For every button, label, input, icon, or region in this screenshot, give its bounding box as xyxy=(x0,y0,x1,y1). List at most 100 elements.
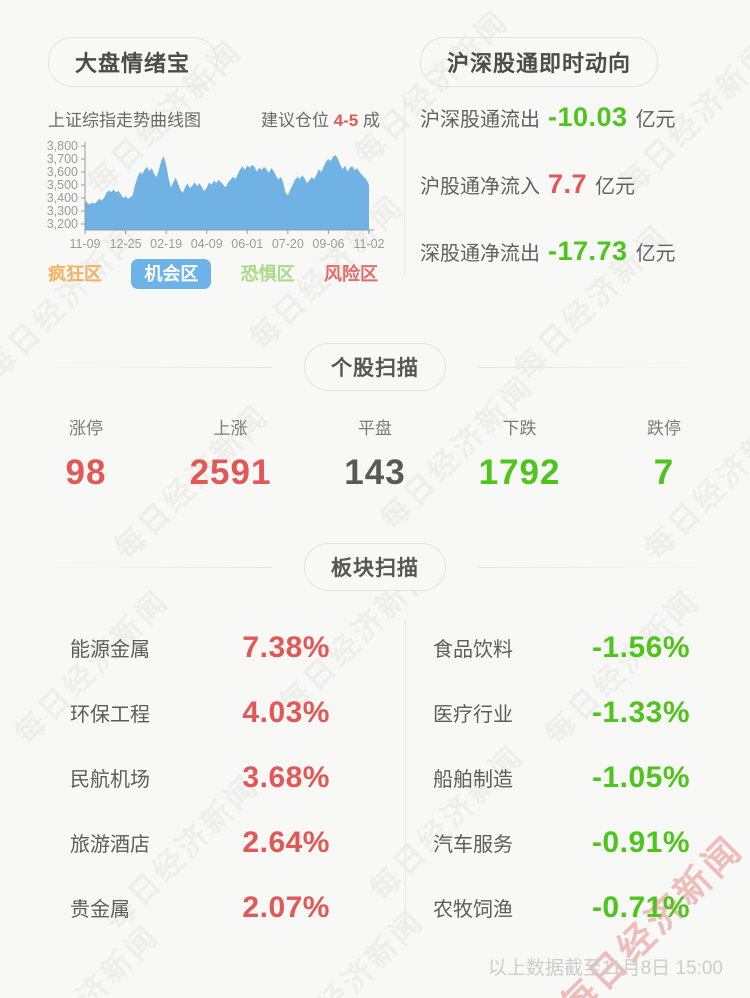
stat-跌停: 跌停 7 xyxy=(618,414,710,493)
sector-row: 农牧饲渔 -0.71% xyxy=(433,875,690,940)
stat-value: 2591 xyxy=(189,453,272,492)
sector-name: 贵金属 xyxy=(70,899,130,921)
sector-scan-title: 板块扫描 xyxy=(304,543,446,591)
axis-tick-label: 02-19 xyxy=(150,237,182,251)
sector-row: 医疗行业 -1.33% xyxy=(433,680,690,745)
sector-name: 环保工程 xyxy=(70,704,150,726)
axis-tick-label: 09-06 xyxy=(312,237,344,251)
flow-unit: 亿元 xyxy=(635,243,676,265)
legend-item-风险区[interactable]: 风险区 xyxy=(323,264,378,284)
axis-tick-label: 11-09 xyxy=(69,237,100,251)
northbound-row: 沪股通净流入 7.7 亿元 xyxy=(420,169,676,201)
flow-value: 7.7 xyxy=(548,169,588,199)
sector-value: -0.71% xyxy=(591,890,690,924)
suggested-position-prefix: 建议仓位 xyxy=(260,111,329,130)
index-area-series xyxy=(85,155,369,230)
flow-value: -17.73 xyxy=(548,236,628,266)
suggested-position-suffix: 成 xyxy=(363,111,380,130)
sector-row: 食品饮料 -1.56% xyxy=(433,615,690,680)
sector-name: 农牧饲渔 xyxy=(433,899,513,921)
northbound-rows: 沪深股通流出 -10.03 亿元 沪股通净流入 7.7 亿元 深股通净流出 -17.73 亿元 xyxy=(420,102,676,268)
stat-label: 涨停 xyxy=(69,419,103,438)
sector-gainers-column: 能源金属 7.38% 环保工程 4.03% 民航机场 3.68% 旅游酒店 2.64% 贵金属 2… xyxy=(70,615,330,940)
sector-vertical-divider xyxy=(405,620,406,932)
flow-value: -10.03 xyxy=(548,102,628,132)
stat-label: 下跌 xyxy=(502,419,537,438)
index-trend-chart: 3,800 3,700 3,600 3,500 3,400 3,300 3,200 11-09… xyxy=(38,136,386,256)
flow-label: 沪股通净流入 xyxy=(420,176,540,198)
divider-line xyxy=(478,566,710,568)
sector-row: 船舶制造 -1.05% xyxy=(433,745,690,810)
stat-涨停: 涨停 98 xyxy=(40,414,132,493)
legend-item-恐惧区[interactable]: 恐惧区 xyxy=(240,264,295,284)
flow-label: 深股通净流出 xyxy=(420,243,540,265)
sector-value: 2.07% xyxy=(242,890,330,924)
stat-平盘: 平盘 143 xyxy=(329,414,421,493)
sector-value: -0.91% xyxy=(591,825,690,859)
sector-scan-header: 板块扫描 xyxy=(40,543,710,591)
data-cutoff-note: 以上数据截至11月8日 15:00 xyxy=(487,958,723,979)
sector-row: 旅游酒店 2.64% xyxy=(70,810,330,875)
sector-name: 旅游酒店 xyxy=(70,834,150,856)
axis-tick-label: 07-20 xyxy=(272,237,304,251)
chart-title: 上证综指走势曲线图 xyxy=(48,111,201,130)
legend-item-疯狂区[interactable]: 疯狂区 xyxy=(48,264,102,284)
flow-label: 沪深股通流出 xyxy=(420,109,540,131)
sector-row: 贵金属 2.07% xyxy=(70,875,330,940)
legend-item-机会区[interactable]: 机会区 xyxy=(131,259,212,289)
sector-value: -1.56% xyxy=(591,630,690,664)
stock-scan-title: 个股扫描 xyxy=(304,343,446,391)
stat-value: 98 xyxy=(65,453,107,492)
sector-value: 2.64% xyxy=(242,825,330,859)
northbound-row: 深股通净流出 -17.73 亿元 xyxy=(420,236,676,268)
sector-name: 医疗行业 xyxy=(433,704,513,726)
stat-label: 跌停 xyxy=(647,419,681,438)
stock-scan-stats: 涨停 98 上涨 2591 平盘 143 下跌 1792 跌停 7 xyxy=(40,414,710,493)
sector-value: -1.33% xyxy=(591,695,690,729)
northbound-row: 沪深股通流出 -10.03 亿元 xyxy=(420,102,676,134)
axis-tick-label: 3,400 xyxy=(47,191,78,205)
sector-row: 环保工程 4.03% xyxy=(70,680,330,745)
axis-tick-label: 3,300 xyxy=(47,204,78,218)
sector-name: 能源金属 xyxy=(70,639,150,661)
sector-name: 汽车服务 xyxy=(433,834,513,856)
stat-label: 平盘 xyxy=(358,419,392,438)
sector-value: 7.38% xyxy=(242,630,330,664)
stat-下跌: 下跌 1792 xyxy=(474,414,566,493)
sector-value: 4.03% xyxy=(242,695,330,729)
divider-line xyxy=(40,366,272,368)
axis-tick-label: 04-09 xyxy=(191,237,223,251)
stat-value: 1792 xyxy=(478,453,561,492)
zone-legend: 疯狂区 机会区 恐惧区 风险区 xyxy=(48,256,378,292)
axis-tick-label: 06-01 xyxy=(231,237,263,251)
axis-tick-label: 3,800 xyxy=(47,139,78,153)
axis-tick-label: 3,500 xyxy=(47,178,78,192)
flow-unit: 亿元 xyxy=(595,176,636,198)
northbound-title: 沪深股通即时动向 xyxy=(420,37,659,87)
axis-tick-label: 3,700 xyxy=(47,152,78,166)
stat-value: 7 xyxy=(653,453,675,492)
axis-tick-label: 3,200 xyxy=(47,217,78,231)
page-title: 大盘情绪宝 xyxy=(48,37,218,87)
sector-name: 食品饮料 xyxy=(433,639,513,661)
sector-losers-column: 食品饮料 -1.56% 医疗行业 -1.33% 船舶制造 -1.05% 汽车服务 -0.91%… xyxy=(433,615,690,940)
flow-unit: 亿元 xyxy=(635,109,676,131)
sector-name: 民航机场 xyxy=(70,769,150,791)
stock-scan-header: 个股扫描 xyxy=(40,343,710,391)
sector-row: 能源金属 7.38% xyxy=(70,615,330,680)
axis-tick-label: 11-02 xyxy=(353,237,384,251)
stat-label: 上涨 xyxy=(213,419,248,438)
top-vertical-divider xyxy=(404,98,405,274)
sector-value: -1.05% xyxy=(591,760,690,794)
sector-name: 船舶制造 xyxy=(433,769,513,791)
divider-line xyxy=(478,366,710,368)
chart-header: 上证综指走势曲线图 建议仓位 4-5 成 xyxy=(48,106,380,131)
suggested-position-value: 4-5 xyxy=(333,111,359,130)
sector-row: 汽车服务 -0.91% xyxy=(433,810,690,875)
axis-tick-label: 12-25 xyxy=(110,237,142,251)
stat-value: 143 xyxy=(344,453,406,492)
divider-line xyxy=(40,566,272,568)
axis-tick-label: 3,600 xyxy=(47,165,78,179)
